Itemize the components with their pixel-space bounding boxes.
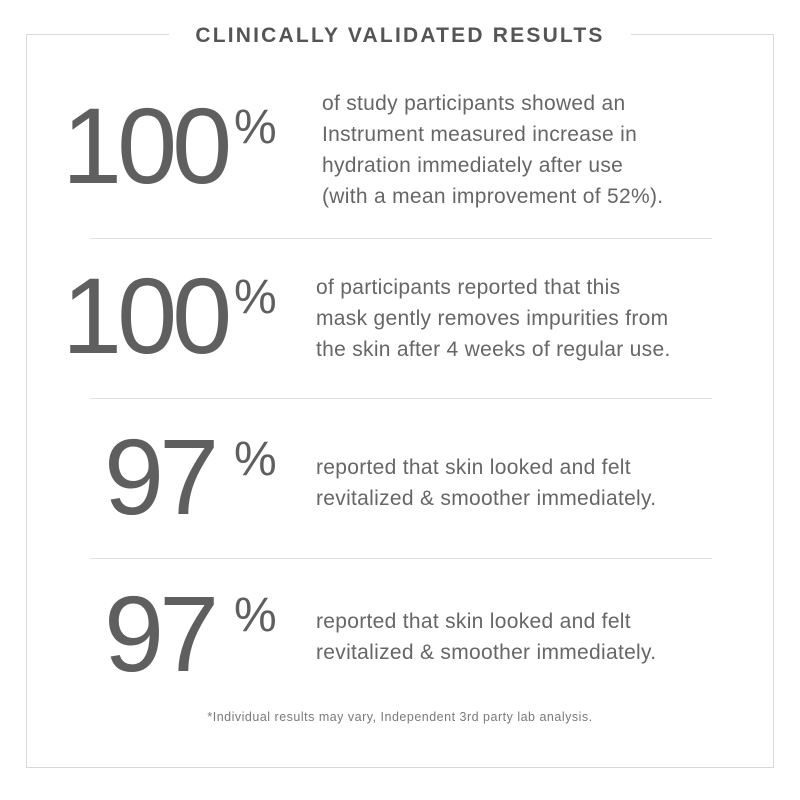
section-title-text: CLINICALLY VALIDATED RESULTS (169, 22, 631, 50)
stat-description: reported that skin looked and felt revit… (316, 610, 657, 664)
stat-unit: % (234, 101, 277, 154)
stat-unit: % (234, 271, 277, 324)
stat-description: of participants reported that this mask … (316, 276, 671, 361)
stat-value: 100 (62, 255, 232, 376)
stat-description: reported that skin looked and felt revit… (316, 456, 657, 510)
divider (90, 398, 712, 399)
stat-value: 100 (62, 85, 232, 206)
section-title: CLINICALLY VALIDATED RESULTS (0, 22, 800, 52)
stat-unit: % (234, 433, 277, 486)
divider (90, 558, 712, 559)
stat-description: of study participants showed an Instrume… (322, 92, 664, 208)
disclaimer-footnote: *Individual results may vary, Independen… (207, 710, 593, 724)
divider (90, 238, 712, 239)
stat-value: 97 (104, 573, 219, 694)
stat-unit: % (234, 589, 277, 642)
stat-value: 97 (104, 416, 219, 537)
